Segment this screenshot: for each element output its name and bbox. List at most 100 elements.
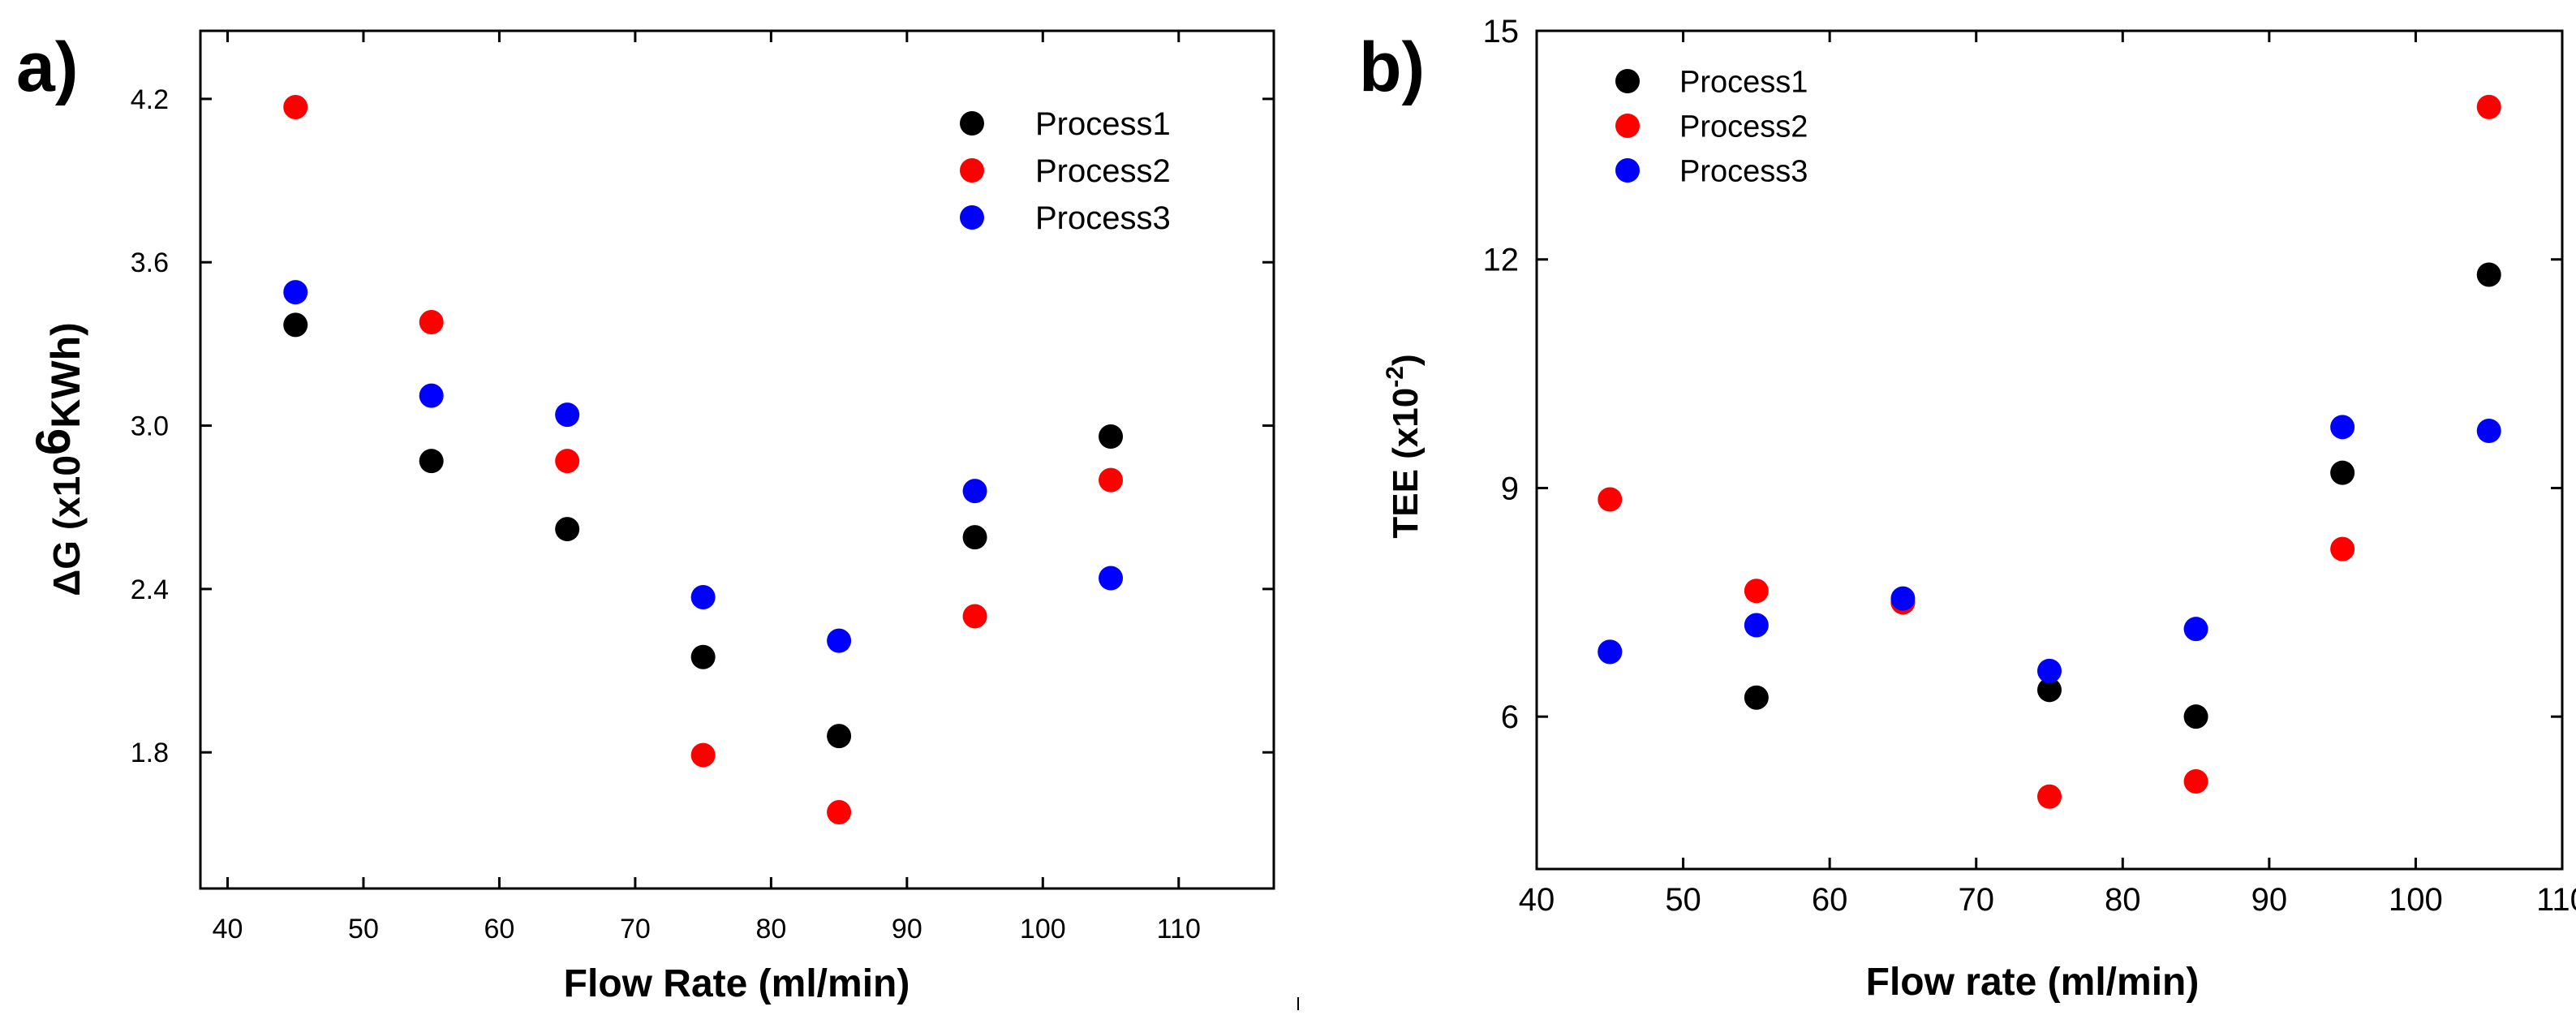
data-point-process2 (283, 94, 308, 119)
legend-marker-process2 (960, 158, 984, 183)
data-point-process3 (2183, 617, 2208, 642)
data-point-process3 (2037, 658, 2062, 683)
data-point-process2 (2183, 769, 2208, 794)
data-point-process1 (283, 312, 308, 338)
x-tick-label-a: 80 (755, 914, 786, 944)
y-axis-title-a-main: ΔG (x10 (45, 455, 88, 596)
data-point-process1 (2183, 704, 2208, 729)
legend-label-process3: Process3 (1035, 200, 1171, 236)
chart-panel-a: a) 40 50 60 70 80 90 100 110 1.8 2.4 3.0 3.6 4.2 Pro… (16, 28, 1275, 1005)
y-axis-title-a: ΔG (x106KWh) (26, 322, 88, 596)
y-tick-label-a: 4.2 (131, 84, 169, 115)
data-point-process3 (827, 628, 852, 653)
data-point-process1 (2037, 678, 2062, 703)
data-point-process3 (1598, 639, 1623, 665)
y-tick-label-b: 12 (1483, 243, 1520, 278)
data-point-process3 (283, 280, 308, 305)
y-tick-label-a: 3.0 (131, 411, 169, 441)
legend-label-process2: Process2 (1035, 153, 1171, 189)
x-axis-title-b: Flow rate (ml/min) (1866, 961, 2200, 1004)
x-tick-label-a: 60 (484, 914, 515, 944)
x-axis-title-a: Flow Rate (ml/min) (564, 962, 910, 1005)
legend-marker-process2 (1615, 114, 1640, 138)
y-axis-title-b-main: TEE (x10 (1386, 388, 1426, 539)
x-tick-label-b: 60 (1812, 882, 1848, 918)
plot-frame-b (1535, 29, 2564, 871)
x-tick-label-a: 90 (892, 914, 922, 944)
data-point-process3 (2476, 419, 2501, 444)
y-axis-title-a-sup: 6 (26, 428, 80, 455)
legend-marker-process3 (1615, 158, 1640, 183)
x-tick-label-a: 40 (213, 914, 243, 944)
data-point-process2 (2476, 94, 2501, 119)
x-tick-label-b: 40 (1519, 882, 1555, 918)
legend-marker-process1 (1615, 69, 1640, 93)
data-point-process1 (962, 525, 987, 550)
legend-label-process3: Process3 (1679, 154, 1808, 188)
y-axis-title-b-unit: ) (1386, 354, 1426, 366)
data-point-process2 (555, 449, 580, 474)
x-tick-label-b: 70 (1958, 882, 1994, 918)
x-tick-label-b: 50 (1665, 882, 1701, 918)
data-point-process2 (1099, 467, 1124, 493)
data-point-process3 (1099, 566, 1124, 591)
tick-labels-b: 40 50 60 70 80 90 100 110 6 9 12 15 (1483, 14, 2576, 918)
panel-label-b: b) (1359, 28, 1425, 106)
x-tick-label-b: 100 (2389, 882, 2443, 918)
tick-labels-a: 40 50 60 70 80 90 100 110 1.8 2.4 3.0 3.6 4.2 (131, 84, 1201, 944)
data-point-process1 (827, 724, 852, 749)
y-tick-label-b: 15 (1483, 14, 1520, 49)
data-point-process1 (419, 449, 444, 474)
data-point-process3 (1744, 613, 1769, 638)
x-tick-label-a: 110 (1157, 914, 1201, 944)
data-point-process3 (690, 584, 716, 609)
chart-panel-b: b) 405060708090100110691215 Process1Proc… (1359, 14, 2576, 1004)
data-point-process3 (2330, 415, 2355, 440)
data-point-process1 (690, 644, 716, 669)
data-point-process3 (419, 383, 444, 408)
data-point-process2 (690, 742, 716, 768)
data-point-process2 (419, 310, 444, 335)
y-axis-title-b-sup: -2 (1382, 366, 1408, 388)
data-point-process3 (962, 479, 987, 504)
y-tick-label-a: 3.6 (131, 247, 169, 278)
y-tick-label-a: 1.8 (131, 738, 169, 768)
y-axis-title-b: TEE (x10-2) (1382, 354, 1426, 538)
x-tick-label-a: 70 (620, 914, 651, 944)
legend-b: Process1 Process2 Process3 (1615, 65, 1808, 188)
x-tick-label-a: 100 (1020, 914, 1066, 944)
data-point-process1 (2330, 460, 2355, 485)
data-point-process2 (827, 800, 852, 825)
legend-label-process1: Process1 (1679, 65, 1808, 99)
data-point-process2 (1598, 487, 1623, 512)
data-point-process3 (555, 402, 580, 428)
legend-marker-process1 (960, 111, 984, 136)
data-point-process2 (1744, 579, 1769, 604)
y-tick-label-a: 2.4 (131, 574, 169, 605)
data-point-process2 (962, 604, 987, 629)
data-point-process3 (1890, 586, 1916, 611)
y-axis-title-a-unit: KWh) (43, 322, 88, 428)
legend-label-process2: Process2 (1679, 110, 1808, 144)
x-tick-label-a: 50 (348, 914, 379, 944)
x-tick-label-b: 90 (2251, 882, 2288, 918)
ticks-a (200, 31, 1274, 888)
data-point-process1 (1099, 424, 1124, 449)
y-tick-label-b: 6 (1501, 699, 1519, 735)
plot-frame-a (199, 29, 1275, 890)
stray-mark (1297, 997, 1299, 1010)
data-points-a (283, 94, 1124, 825)
data-point-process1 (1744, 685, 1769, 710)
data-point-process1 (2476, 262, 2501, 287)
legend-marker-process3 (960, 205, 984, 230)
x-tick-label-b: 80 (2105, 882, 2141, 918)
data-point-process2 (2037, 784, 2062, 809)
panel-label-a: a) (16, 28, 78, 106)
legend-label-process1: Process1 (1035, 106, 1171, 142)
data-point-process1 (555, 517, 580, 542)
data-points-b (1598, 94, 2501, 809)
ticks-b (1535, 29, 2564, 869)
legend-a: Process1 Process2 Process3 (960, 106, 1171, 236)
y-tick-label-b: 9 (1501, 471, 1519, 506)
